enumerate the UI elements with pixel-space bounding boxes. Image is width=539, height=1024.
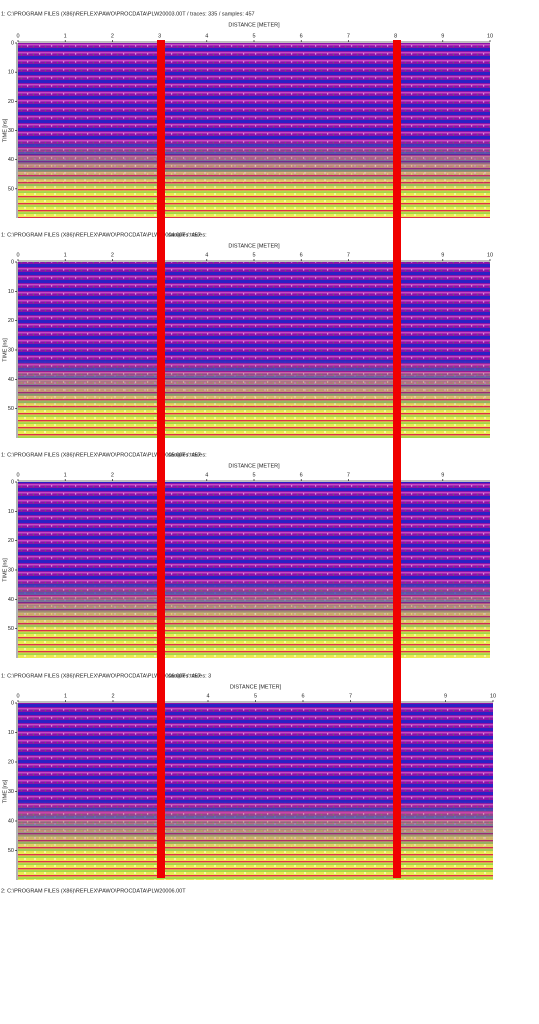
x-tick-label: 6 [300, 472, 303, 478]
panel-header-tail: samples: 457 [168, 232, 201, 238]
x-tick-label: 6 [300, 33, 303, 39]
panel-header-tail: samples: 457 [168, 673, 201, 679]
red-marker [157, 40, 165, 878]
x-tick-label: 2 [111, 472, 114, 478]
x-tick-label: 10 [490, 693, 496, 699]
y-tick-label: 30 [8, 128, 14, 134]
x-tick-label: 0 [16, 33, 19, 39]
y-tick-label: 0 [11, 479, 14, 485]
y-tick-label: 20 [8, 99, 14, 105]
radargram-near-surface [18, 482, 490, 658]
x-tick-label: 0 [16, 252, 19, 258]
panel-header-tail: samples: 457 [168, 452, 201, 458]
x-tick-label: 9 [441, 33, 444, 39]
x-tick-label: 4 [205, 33, 208, 39]
radargram-near-surface [18, 262, 490, 438]
y-tick-label: 0 [11, 40, 14, 46]
x-axis-label: DISTANCE [METER] [230, 684, 282, 690]
footer-path: 2: C:\PROGRAM FILES (X86)\REFLEX\PAWO\PR… [1, 888, 186, 894]
x-tick-label: 5 [252, 252, 255, 258]
y-tick-label: 40 [8, 597, 14, 603]
x-tick-label: 7 [347, 472, 350, 478]
x-tick-label: 7 [349, 693, 352, 699]
panel-header: 1: C:\PROGRAM FILES (X86)\REFLEX\PAWO\PR… [1, 232, 207, 238]
x-tick-label: 0 [16, 693, 19, 699]
y-tick-label: 20 [8, 538, 14, 544]
y-tick-label: 50 [8, 848, 14, 854]
panel-header: 1: C:\PROGRAM FILES (X86)\REFLEX\PAWO\PR… [1, 452, 207, 458]
x-tick-label: 2 [111, 252, 114, 258]
x-tick-label: 7 [347, 33, 350, 39]
radargram-near-surface [18, 43, 490, 218]
y-tick-label: 0 [11, 259, 14, 265]
panel-header: 1: C:\PROGRAM FILES (X86)\REFLEX\PAWO\PR… [1, 11, 255, 17]
x-tick-label: 4 [205, 472, 208, 478]
x-tick-label: 5 [252, 472, 255, 478]
y-tick-label: 30 [8, 789, 14, 795]
x-tick-label: 2 [111, 693, 114, 699]
x-tick-label: 4 [205, 252, 208, 258]
x-axis-label: DISTANCE [METER] [228, 22, 280, 28]
y-tick-label: 40 [8, 818, 14, 824]
y-axis-label: TIME [ns] [2, 118, 8, 142]
x-tick-label: 1 [64, 472, 67, 478]
y-tick-label: 20 [8, 759, 14, 765]
x-axis-label: DISTANCE [METER] [228, 463, 280, 469]
radargram-near-surface [18, 703, 493, 880]
x-tick-label: 6 [301, 693, 304, 699]
y-tick-label: 20 [8, 318, 14, 324]
panel-header: 1: C:\PROGRAM FILES (X86)\REFLEX\PAWO\PR… [1, 673, 211, 679]
y-tick-label: 10 [8, 70, 14, 76]
x-tick-label: 2 [111, 33, 114, 39]
x-tick-label: 7 [347, 252, 350, 258]
y-tick-label: 40 [8, 377, 14, 383]
y-tick-label: 10 [8, 289, 14, 295]
x-tick-label: 9 [441, 472, 444, 478]
y-tick-label: 40 [8, 157, 14, 163]
y-tick-label: 50 [8, 186, 14, 192]
x-tick-label: 0 [16, 472, 19, 478]
x-tick-label: 1 [64, 33, 67, 39]
x-tick-label: 8 [394, 33, 397, 39]
y-tick-label: 0 [11, 700, 14, 706]
y-tick-label: 10 [8, 730, 14, 736]
x-tick-label: 4 [206, 693, 209, 699]
y-axis-label: TIME [ns] [2, 779, 8, 803]
y-tick-label: 50 [8, 406, 14, 412]
x-tick-label: 10 [487, 252, 493, 258]
y-axis-label: TIME [ns] [2, 338, 8, 362]
x-tick-label: 10 [487, 33, 493, 39]
x-tick-label: 5 [252, 33, 255, 39]
y-axis-label: TIME [ns] [2, 558, 8, 582]
y-tick-label: 30 [8, 347, 14, 353]
x-tick-label: 9 [441, 252, 444, 258]
x-tick-label: 9 [444, 693, 447, 699]
y-tick-label: 50 [8, 626, 14, 632]
x-tick-label: 3 [158, 33, 161, 39]
red-marker [393, 40, 401, 878]
y-tick-label: 10 [8, 509, 14, 515]
x-tick-label: 1 [64, 252, 67, 258]
x-tick-label: 1 [64, 693, 67, 699]
y-tick-label: 30 [8, 567, 14, 573]
x-tick-label: 5 [254, 693, 257, 699]
x-axis-label: DISTANCE [METER] [228, 243, 280, 249]
x-tick-label: 6 [300, 252, 303, 258]
